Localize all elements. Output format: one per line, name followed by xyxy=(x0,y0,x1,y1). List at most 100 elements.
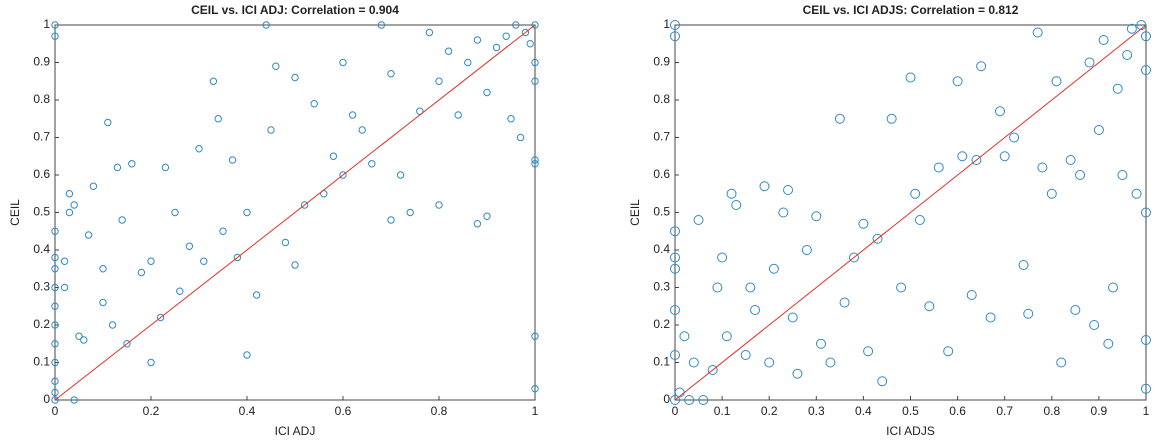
point xyxy=(1084,57,1095,68)
point xyxy=(51,358,59,367)
chart-title: CEIL vs. ICI ADJS: Correlation = 0.812 xyxy=(803,3,1019,17)
chart-title: CEIL vs. ICI ADJ: Correlation = 0.904 xyxy=(191,3,399,17)
y-tick-label: 0.3 xyxy=(33,280,50,294)
point xyxy=(348,111,357,119)
point xyxy=(396,171,405,179)
point xyxy=(80,336,88,344)
y-tick-label: 1 xyxy=(43,17,50,31)
point xyxy=(792,368,803,379)
x-tick-label: 1 xyxy=(532,404,539,418)
point xyxy=(1141,207,1151,218)
x-tick-label: 1 xyxy=(1143,404,1150,418)
point xyxy=(291,261,299,269)
point xyxy=(886,113,897,124)
point xyxy=(896,282,907,293)
point xyxy=(108,321,117,329)
point xyxy=(1032,27,1043,38)
point xyxy=(526,40,534,48)
point xyxy=(698,395,709,405)
point xyxy=(811,211,822,222)
point xyxy=(933,162,944,173)
point xyxy=(339,58,347,67)
point xyxy=(444,47,453,55)
point xyxy=(214,115,222,123)
point xyxy=(113,163,122,172)
point xyxy=(985,312,996,323)
point xyxy=(670,395,680,405)
point xyxy=(863,346,874,357)
point xyxy=(787,312,798,323)
point xyxy=(70,201,78,209)
point xyxy=(51,321,59,329)
point xyxy=(300,201,309,209)
point xyxy=(156,313,165,322)
point xyxy=(51,227,59,235)
y-tick-label: 1 xyxy=(663,17,670,31)
point xyxy=(521,28,530,37)
point xyxy=(1009,132,1020,143)
point xyxy=(147,358,155,367)
y-tick-label: 0.7 xyxy=(653,130,670,144)
point xyxy=(243,208,251,217)
point xyxy=(971,155,982,165)
point xyxy=(801,245,812,255)
point xyxy=(51,302,59,310)
point xyxy=(60,257,69,265)
point xyxy=(670,226,680,237)
point xyxy=(228,156,237,164)
point xyxy=(1141,383,1151,394)
point xyxy=(531,156,539,164)
point xyxy=(914,215,925,225)
y-tick-label: 0 xyxy=(663,392,670,406)
point xyxy=(425,28,434,37)
point xyxy=(764,357,775,368)
point xyxy=(60,283,69,292)
point xyxy=(492,43,501,52)
point xyxy=(123,340,131,348)
point xyxy=(825,357,836,368)
point xyxy=(507,115,515,123)
point xyxy=(858,218,869,229)
y-tick-label: 0.8 xyxy=(653,92,670,106)
x-tick-label: 0.6 xyxy=(335,404,352,418)
point xyxy=(51,283,59,292)
point xyxy=(848,252,859,263)
point xyxy=(118,216,126,224)
point xyxy=(717,252,728,263)
point xyxy=(161,163,170,172)
point xyxy=(1122,50,1133,60)
point xyxy=(51,253,59,262)
point xyxy=(783,185,794,195)
point xyxy=(768,263,779,274)
x-tick-label: 0.3 xyxy=(808,404,825,418)
fit-line xyxy=(674,24,1147,401)
point xyxy=(726,188,737,199)
point xyxy=(745,282,756,293)
y-tick-label: 0.6 xyxy=(653,167,670,181)
point xyxy=(1103,338,1114,349)
y-tick-label: 0.7 xyxy=(33,130,50,144)
point xyxy=(924,301,935,312)
point xyxy=(1056,357,1067,368)
point xyxy=(89,182,98,190)
point xyxy=(707,365,718,375)
y-tick-label: 0.4 xyxy=(653,242,670,256)
point xyxy=(281,238,290,247)
point xyxy=(195,145,203,153)
point xyxy=(200,257,208,265)
point xyxy=(531,385,539,393)
point xyxy=(339,171,347,179)
point xyxy=(512,21,520,29)
point xyxy=(252,291,261,299)
x-tick-label: 0.8 xyxy=(1043,404,1060,418)
point xyxy=(1037,162,1048,173)
point xyxy=(1065,155,1076,165)
point xyxy=(531,332,539,340)
point xyxy=(310,100,318,108)
point xyxy=(267,126,275,134)
point xyxy=(176,287,184,295)
point xyxy=(679,331,690,342)
point xyxy=(1141,31,1151,42)
y-tick-label: 0.3 xyxy=(653,280,670,294)
y-tick-label: 0 xyxy=(43,392,50,406)
